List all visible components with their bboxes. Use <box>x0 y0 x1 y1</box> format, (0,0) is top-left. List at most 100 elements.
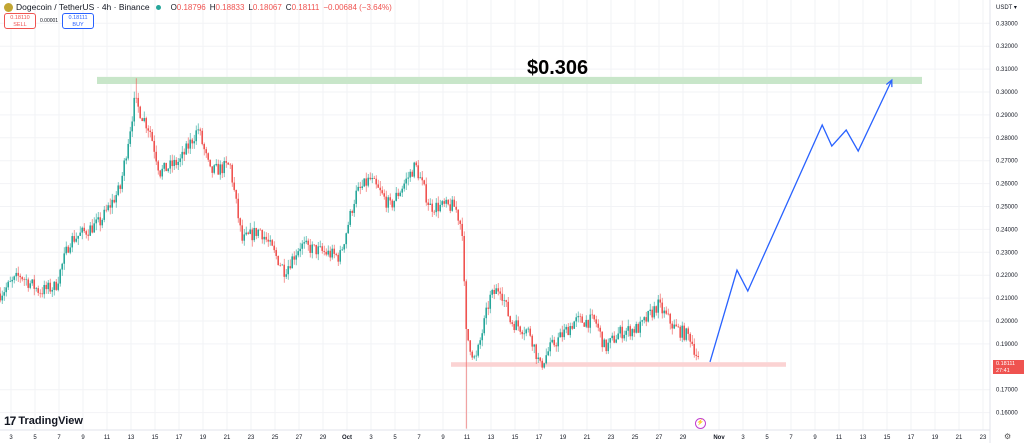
sell-button[interactable]: 0.18110 SELL <box>4 13 36 29</box>
candle-body <box>533 344 535 347</box>
y-tick-label: 0.28000 <box>996 136 1018 142</box>
close-value: 0.18111 <box>291 2 320 12</box>
candle-body <box>291 256 293 269</box>
candle-body <box>519 326 521 332</box>
candle-body <box>197 129 199 131</box>
candle-body <box>373 177 375 179</box>
candle-body <box>47 282 49 290</box>
time-axis[interactable]: 3 5 7 9 11 13 15 17 19 21 23 25 27 29 Oct 3 5 7 9 11 13 15 17 1… <box>9 435 987 441</box>
candle-body <box>157 161 159 171</box>
candle-body <box>305 240 307 243</box>
buy-button[interactable]: 0.18111 BUY <box>62 13 95 29</box>
candle-body <box>383 193 385 197</box>
candle-body <box>7 281 9 288</box>
x-tick-label: 23 <box>248 435 255 441</box>
candle-body <box>663 310 665 314</box>
candle-body <box>145 118 147 129</box>
candle-body <box>187 143 189 149</box>
candle-body <box>129 131 131 144</box>
candle-body <box>653 306 655 318</box>
x-tick-label: 5 <box>33 435 37 441</box>
x-tick-label: 15 <box>884 435 891 441</box>
candle-body <box>427 202 429 205</box>
x-tick-label: 11 <box>464 435 471 441</box>
candle-body <box>295 255 297 260</box>
candle-body <box>121 175 123 189</box>
candle-body <box>463 235 465 282</box>
x-tick-label: 5 <box>393 435 397 441</box>
buy-price: 0.18111 <box>68 15 88 21</box>
candle-body <box>69 247 71 253</box>
candle-body <box>45 284 47 290</box>
lightning-event-icon[interactable]: ⚡ <box>695 418 706 429</box>
candle-body <box>119 185 121 189</box>
price-axis[interactable]: 0.33000 0.32000 0.31000 0.30000 0.29000 0.280… <box>996 21 1018 416</box>
x-tick-label: 15 <box>152 435 159 441</box>
candle-body <box>649 309 651 311</box>
candle-body <box>203 144 205 150</box>
candle-body <box>377 184 379 188</box>
candle-body <box>447 199 449 205</box>
candle-body <box>125 158 127 161</box>
candle-body <box>639 321 641 333</box>
candle-body <box>151 131 153 141</box>
candle-body <box>35 288 37 289</box>
candle-body <box>89 225 91 236</box>
spread-value: 0.00001 <box>40 18 59 24</box>
candle-body <box>13 276 15 280</box>
candle-body <box>491 289 493 295</box>
candle-body <box>417 165 419 179</box>
candle-body <box>695 354 697 356</box>
candle-body <box>255 228 257 236</box>
candle-body <box>367 177 369 186</box>
candle-body <box>311 244 313 253</box>
x-tick-label: 13 <box>128 435 135 441</box>
candle-body <box>593 314 595 320</box>
candle-body <box>547 351 549 356</box>
candle-body <box>577 316 579 318</box>
candle-body <box>541 360 543 368</box>
close-label: C <box>285 2 292 12</box>
candle-body <box>109 205 111 208</box>
candle-body <box>325 251 327 255</box>
candle-body <box>81 227 83 233</box>
candle-body <box>29 283 31 288</box>
candle-body <box>219 164 221 175</box>
x-tick-label: 7 <box>57 435 61 441</box>
candle-body <box>583 322 585 327</box>
candle-body <box>613 335 615 343</box>
candle-body <box>501 293 503 301</box>
candle-body <box>237 198 239 219</box>
y-tick-label: 0.21000 <box>996 296 1018 302</box>
candle-body <box>595 319 597 324</box>
candle-body <box>645 317 647 322</box>
settings-gear-icon[interactable]: ⚙ <box>1004 432 1012 441</box>
candle-body <box>369 177 371 180</box>
candle-body <box>403 183 405 189</box>
currency-selector[interactable]: USDT ▾ <box>996 5 1017 11</box>
candle-body <box>225 161 227 163</box>
candle-body <box>415 162 417 166</box>
x-tick-label: 3 <box>369 435 373 441</box>
candle-body <box>353 203 355 213</box>
candle-body <box>439 204 441 212</box>
buy-label: BUY <box>72 22 84 28</box>
low-label: L <box>248 2 253 12</box>
candle-body <box>315 244 317 255</box>
candle-body <box>227 162 229 165</box>
candle-body <box>345 233 347 245</box>
candle-body <box>569 326 571 336</box>
candle-body <box>459 220 461 224</box>
y-tick-label: 0.20000 <box>996 319 1018 325</box>
projection-line[interactable] <box>709 79 893 363</box>
candle-body <box>343 244 345 250</box>
candle-body <box>419 177 421 179</box>
candle-body <box>437 202 439 212</box>
y-tick-label: 0.31000 <box>996 67 1018 73</box>
candle-body <box>243 234 245 241</box>
candle-body <box>303 242 305 244</box>
candle-body <box>133 97 135 122</box>
tradingview-logo[interactable]: 17 TradingView <box>4 414 83 428</box>
symbol-title[interactable]: Dogecoin / TetherUS · 4h · Binance <box>16 2 150 12</box>
